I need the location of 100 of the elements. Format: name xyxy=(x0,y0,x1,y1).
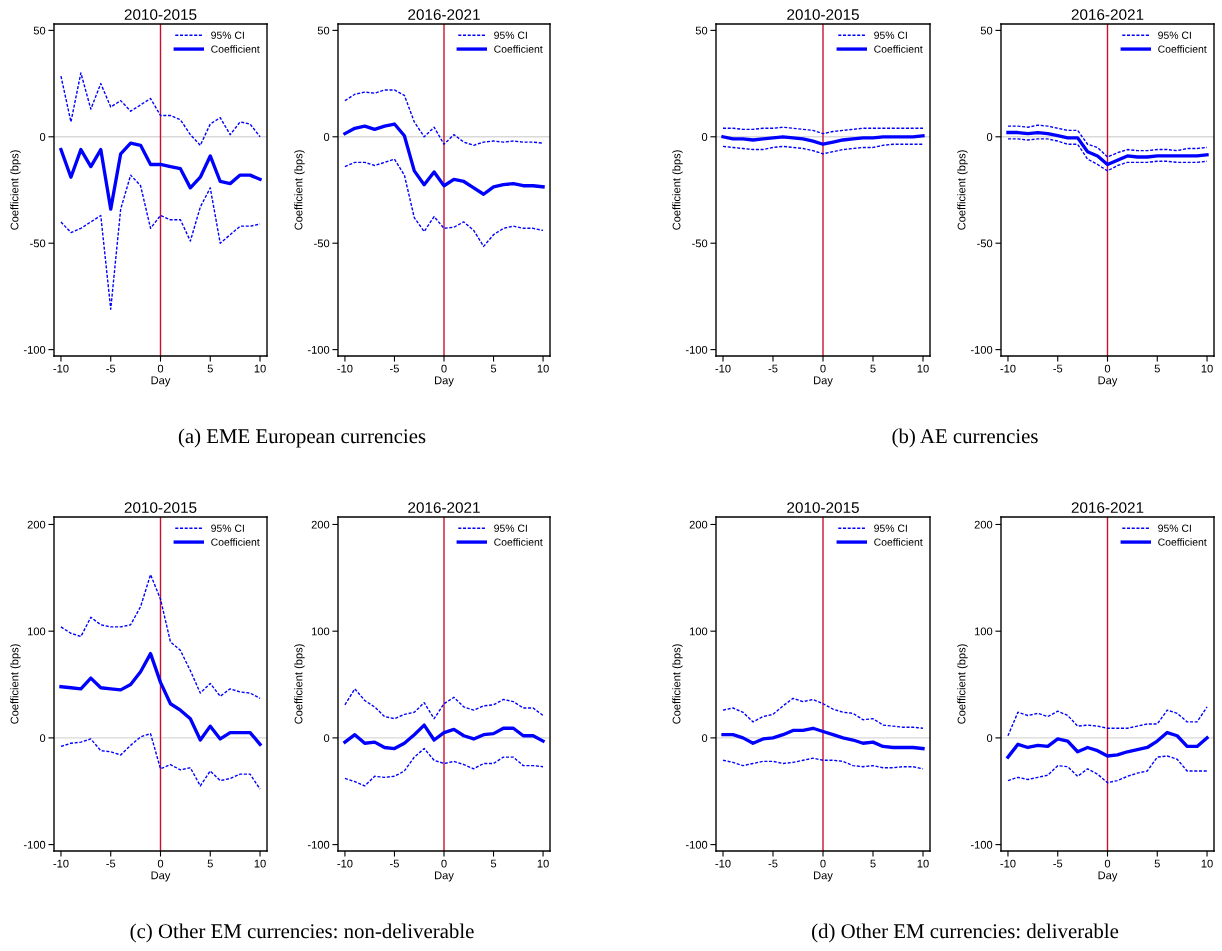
x-axis-title: Day xyxy=(814,376,833,387)
x-tick-label: 10 xyxy=(254,364,266,373)
x-tick-label: 0 xyxy=(441,364,447,373)
y-tick-label: 50 xyxy=(33,26,46,35)
x-tick-label: 5 xyxy=(490,364,497,373)
legend-label: 95% CI xyxy=(1158,31,1191,39)
x-tick-label: -10 xyxy=(53,859,69,868)
y-tick-label: 100 xyxy=(974,627,993,636)
y-tick-label: -100 xyxy=(685,345,708,354)
chart-title: 2016-2021 xyxy=(1071,9,1144,20)
line-series xyxy=(344,158,544,248)
line-series xyxy=(60,174,261,310)
x-tick-label: -5 xyxy=(1053,364,1063,373)
chart-title: 2010-2015 xyxy=(124,9,197,20)
x-tick-label: -10 xyxy=(1000,364,1016,373)
x-tick-label: 10 xyxy=(537,364,549,373)
y-axis-title: Coefficient (bps) xyxy=(672,150,683,230)
x-tick-label: 0 xyxy=(157,364,164,373)
x-tick-label: 10 xyxy=(537,859,549,868)
y-axis-title: Coefficient (bps) xyxy=(294,150,305,230)
legend-label: 95% CI xyxy=(494,31,527,39)
y-tick-label: -100 xyxy=(307,345,330,354)
y-tick-label: 200 xyxy=(689,520,708,529)
y-tick-label: -100 xyxy=(23,345,46,354)
line-series xyxy=(344,688,544,720)
x-tick-label: -10 xyxy=(337,859,353,868)
x-tick-label: 10 xyxy=(1201,364,1213,373)
chart-title: 2016-2021 xyxy=(408,502,480,513)
y-tick-label: 200 xyxy=(311,520,330,529)
line-series xyxy=(721,726,925,751)
line-series xyxy=(722,697,924,729)
y-axis-title: Coefficient (bps) xyxy=(957,644,968,724)
x-tick-label: -10 xyxy=(53,364,69,373)
x-tick-label: 10 xyxy=(1201,859,1213,868)
x-tick-label: -10 xyxy=(715,364,731,373)
y-tick-label: 200 xyxy=(27,520,46,529)
legend-label: Coefficient xyxy=(1158,45,1207,53)
legend-label: 95% CI xyxy=(874,524,907,532)
legend-label: Coefficient xyxy=(874,45,923,53)
x-tick-label: 0 xyxy=(820,364,826,373)
y-axis-title: Coefficient (bps) xyxy=(672,644,683,724)
x-tick-label: 10 xyxy=(917,859,929,868)
x-tick-label: 5 xyxy=(207,859,213,868)
x-tick-label: 0 xyxy=(157,859,164,868)
y-tick-label: -50 xyxy=(314,239,330,248)
text: (a) EME European currencies xyxy=(178,428,426,448)
y-tick-label: 0 xyxy=(701,133,708,141)
legend-label: Coefficient xyxy=(874,538,923,546)
chart-title: 2010-2015 xyxy=(787,9,859,20)
y-tick-label: 100 xyxy=(311,627,330,636)
legend-label: Coefficient xyxy=(1158,538,1207,546)
legend-label: 95% CI xyxy=(211,31,244,39)
x-tick-label: -5 xyxy=(106,364,116,373)
x-tick-label: -5 xyxy=(390,859,399,868)
line-series xyxy=(1007,755,1208,784)
x-tick-label: 5 xyxy=(1154,859,1160,868)
line-series xyxy=(60,72,261,147)
y-tick-label: 100 xyxy=(27,627,46,636)
x-tick-label: 0 xyxy=(1104,364,1111,373)
y-axis-title: Coefficient (bps) xyxy=(957,150,968,230)
legend-label: 95% CI xyxy=(874,31,907,39)
y-tick-label: -50 xyxy=(692,239,708,248)
legend-label: Coefficient xyxy=(494,45,543,53)
x-tick-label: 5 xyxy=(1154,364,1160,373)
x-tick-label: -10 xyxy=(337,364,353,373)
chart-title: 2016-2021 xyxy=(408,9,480,20)
x-axis-title: Day xyxy=(1098,871,1118,882)
x-axis-title: Day xyxy=(1098,376,1118,387)
x-tick-label: 0 xyxy=(820,859,826,868)
x-tick-label: 10 xyxy=(254,859,266,868)
x-tick-label: -5 xyxy=(390,364,399,373)
chart-title: 2010-2015 xyxy=(787,502,859,513)
chart-title: 2010-2015 xyxy=(124,502,197,513)
line-series xyxy=(344,747,544,787)
legend-label: Coefficient xyxy=(494,538,543,546)
y-tick-label: -100 xyxy=(307,840,330,849)
legend-label: 95% CI xyxy=(211,524,244,532)
x-tick-label: -10 xyxy=(715,859,731,868)
line-series xyxy=(60,732,261,790)
y-tick-label: 200 xyxy=(974,520,993,529)
x-tick-label: 5 xyxy=(870,859,876,868)
x-tick-label: 10 xyxy=(917,364,929,373)
x-axis-title: Day xyxy=(435,871,454,882)
text: (b) AE currencies xyxy=(892,428,1038,448)
y-tick-label: 0 xyxy=(323,734,330,743)
x-tick-label: 5 xyxy=(490,859,497,868)
y-tick-label: -100 xyxy=(970,840,993,849)
line-series xyxy=(722,126,924,135)
line-series xyxy=(1006,730,1209,759)
y-tick-label: -50 xyxy=(977,239,993,248)
line-series xyxy=(721,134,925,146)
y-tick-label: 50 xyxy=(980,26,993,35)
y-tick-label: 50 xyxy=(695,26,708,35)
x-axis-title: Day xyxy=(814,871,833,882)
y-tick-label: 0 xyxy=(39,734,46,743)
x-tick-label: -5 xyxy=(768,859,778,868)
x-tick-label: -5 xyxy=(106,859,116,868)
x-tick-label: 5 xyxy=(870,364,876,373)
line-series xyxy=(344,89,544,147)
x-tick-label: 0 xyxy=(441,859,447,868)
